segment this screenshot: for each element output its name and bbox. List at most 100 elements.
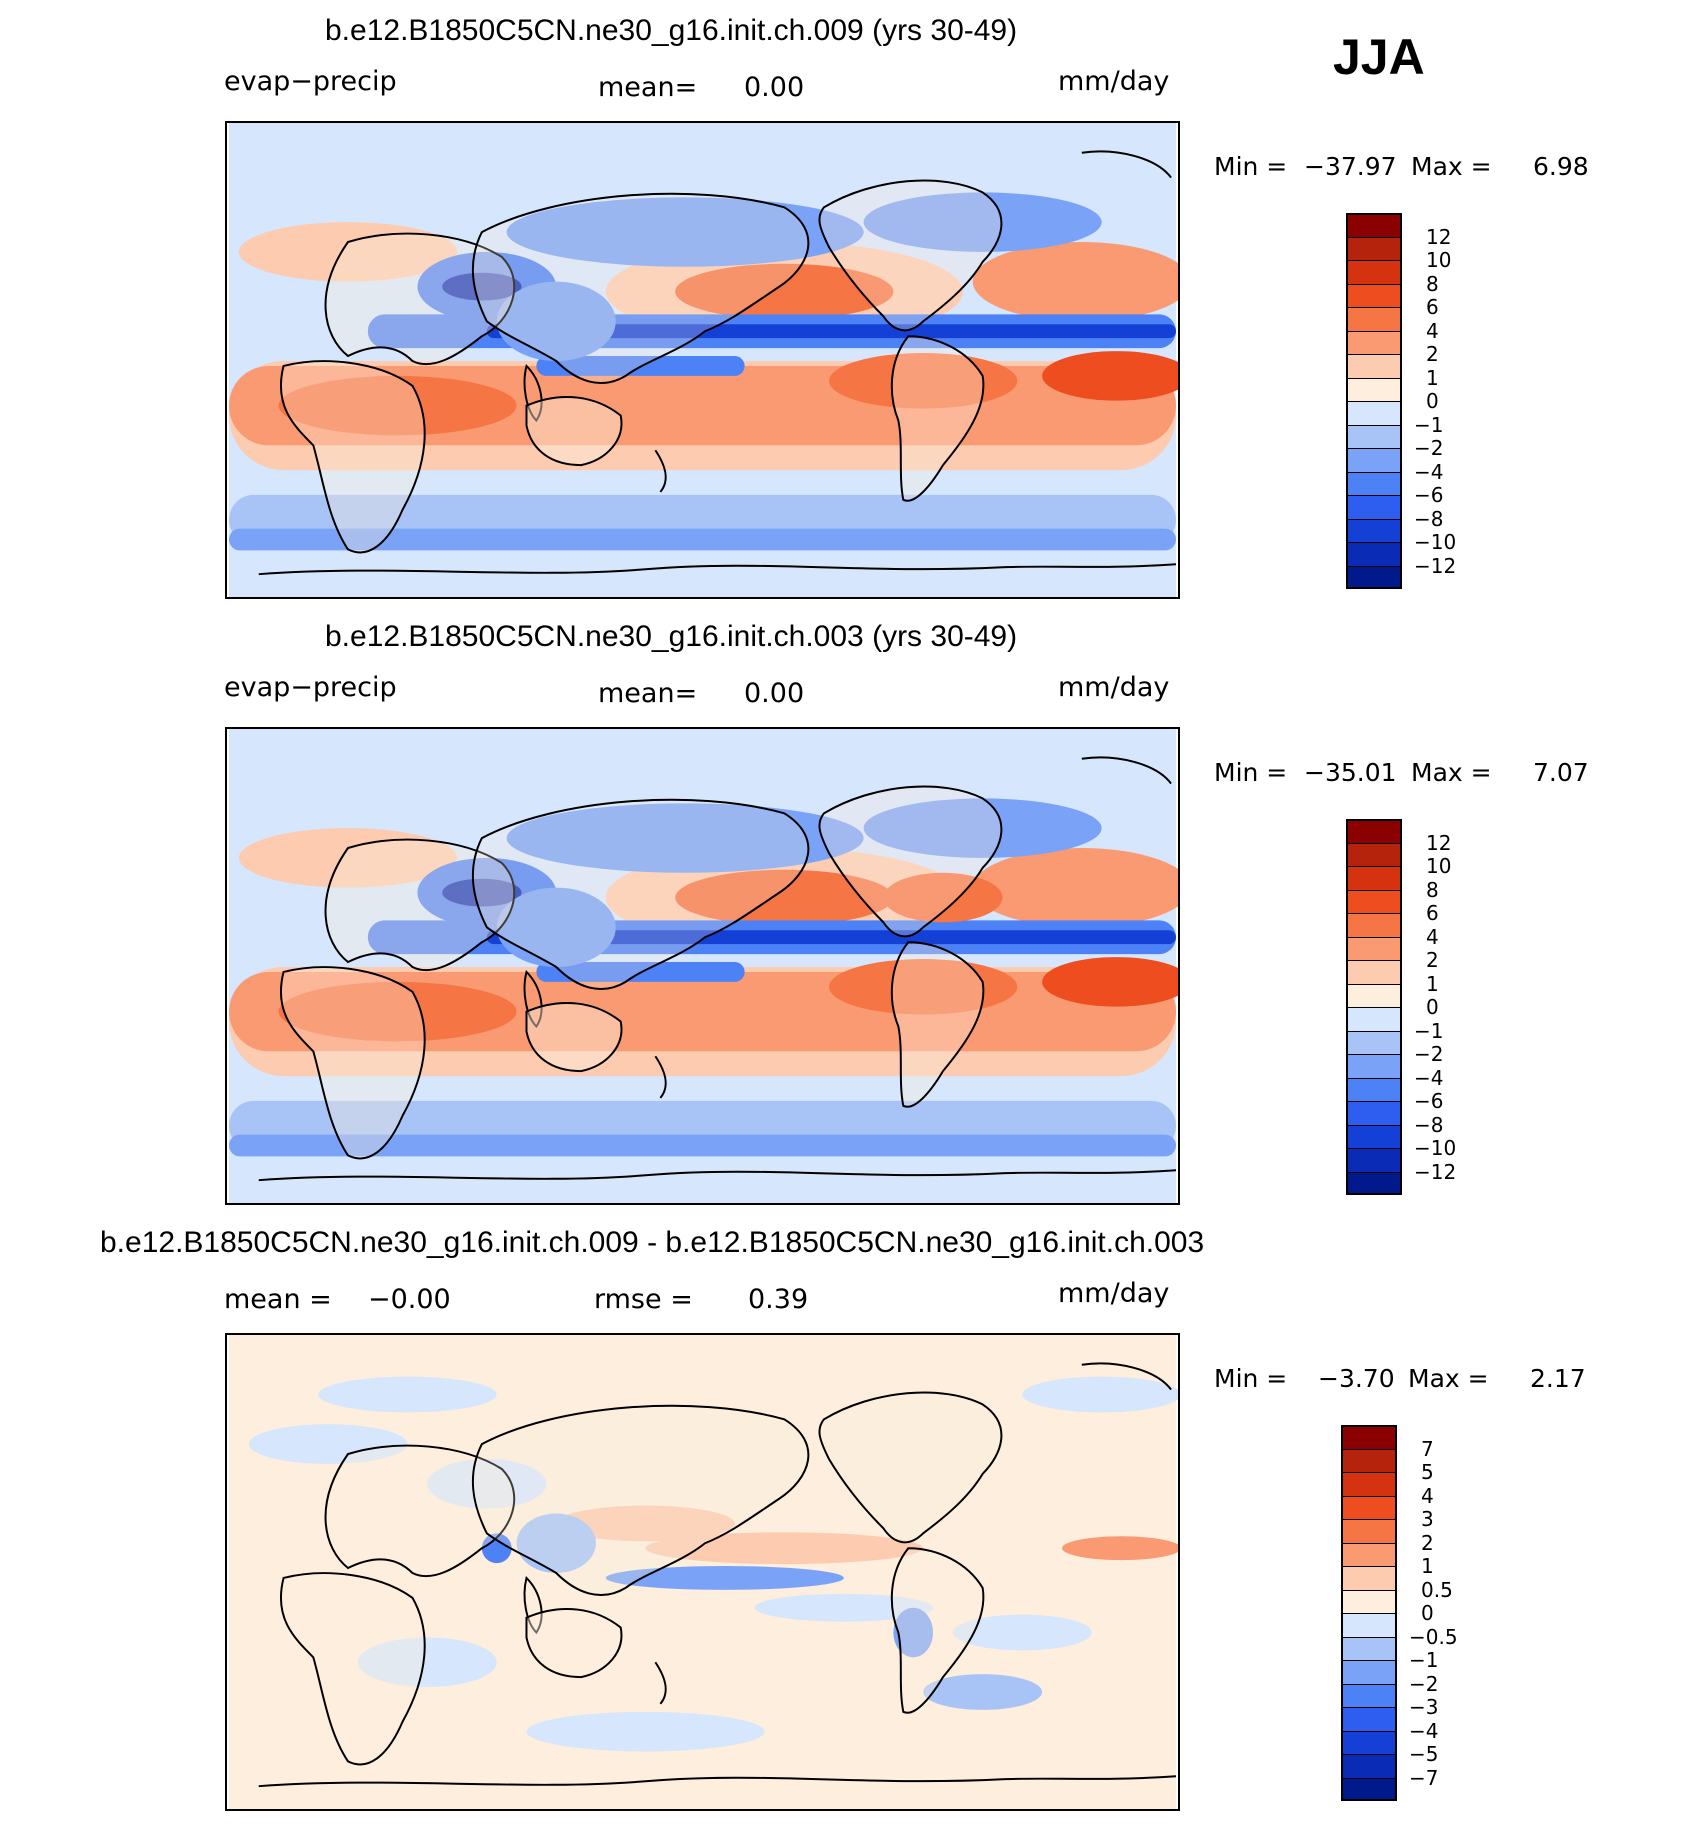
coastline-india	[523, 1576, 543, 1635]
colorbar-tick-label: 4	[1421, 1483, 1434, 1508]
colorbar-tick-label: 6	[1426, 295, 1439, 319]
difference-anomaly	[526, 1711, 765, 1752]
colorbar-tick-label: −2	[1414, 436, 1444, 460]
colorbar-swatch	[1346, 377, 1402, 401]
difference-anomaly	[754, 1593, 934, 1622]
coastline-australia	[525, 1608, 623, 1679]
map-field-svg	[228, 729, 1178, 1203]
north-pacific-core	[675, 869, 894, 926]
colorbar-tick-label: 10	[1426, 854, 1452, 878]
colorbar-tick-label: −1	[1414, 412, 1444, 437]
colorbar-tick-label: 6	[1426, 901, 1439, 925]
coastline-arctic	[1081, 756, 1172, 785]
panel3-title: b.e12.B1850C5CN.ne30_g16.init.ch.009 - b…	[100, 1226, 1205, 1259]
colorbar-swatch	[1341, 1472, 1397, 1496]
coastline-africa	[279, 966, 426, 1160]
colorbar-swatch	[1346, 866, 1402, 890]
colorbar-swatch	[1346, 542, 1402, 566]
colorbar-tick-label: −4	[1409, 1718, 1439, 1743]
map-field-svg	[228, 1335, 1178, 1809]
colorbar-swatch	[1341, 1707, 1397, 1731]
colorbar-swatch	[1341, 1730, 1397, 1754]
coastline-new-zealand	[654, 1661, 667, 1705]
colorbar-tick-label: −3	[1409, 1695, 1439, 1719]
colorbar-swatch	[1346, 518, 1402, 542]
colorbar-swatch	[1346, 913, 1402, 937]
coastline-antarctica	[258, 1169, 1177, 1182]
colorbar-tick-label: −12	[1414, 553, 1457, 578]
difference-anomaly	[248, 1424, 408, 1464]
colorbar-tick-label: −8	[1414, 506, 1444, 531]
sahara-band	[238, 222, 458, 282]
bay-of-bengal-max	[442, 878, 522, 907]
coastline-europe	[324, 232, 516, 366]
coastline-antarctica	[258, 563, 1177, 576]
colorbar-frame	[1346, 819, 1402, 1195]
coastline-south-america	[890, 1547, 985, 1714]
colorbar-swatch	[1346, 565, 1402, 589]
panel3-max-value: 2.17	[1530, 1364, 1586, 1393]
coastline-new-zealand	[654, 1055, 667, 1099]
panel2-max-label: Max =	[1411, 758, 1492, 787]
difference-anomaly	[923, 1674, 1043, 1710]
panel3-rmse-label: rmse =	[594, 1284, 693, 1315]
panel1-max-value: 6.98	[1533, 152, 1589, 181]
sahara-band	[238, 828, 458, 888]
colorbar-tick-label: 12	[1426, 830, 1452, 855]
se-pacific-high	[828, 353, 1018, 409]
panel3-max-label: Max =	[1408, 1364, 1489, 1393]
panel3-mean-label: mean =	[224, 1284, 332, 1315]
panel1-mean-label: mean=	[598, 72, 698, 103]
colorbar-swatch	[1346, 213, 1402, 237]
coastline-australia	[525, 396, 623, 467]
difference-anomaly	[952, 1614, 1092, 1651]
colorbar-swatch	[1346, 842, 1402, 866]
north-atlantic-high	[972, 848, 1178, 928]
colorbar-swatch	[1346, 1124, 1402, 1148]
colorbar-swatch	[1346, 936, 1402, 960]
colorbar-tick-label: 7	[1421, 1436, 1434, 1461]
season-label: JJA	[1333, 29, 1425, 85]
coastline-asia	[471, 192, 810, 384]
colorbar-swatch	[1341, 1519, 1397, 1543]
colorbar-tick-label: 1	[1421, 1554, 1434, 1578]
colorbar-tick-label: 4	[1426, 318, 1439, 343]
colorbar-swatch	[1346, 424, 1402, 448]
colorbar-swatch	[1346, 330, 1402, 354]
colorbar-tick-label: 5	[1421, 1460, 1434, 1484]
panel1-min-label: Min =	[1214, 152, 1288, 181]
panel2-mean-label: mean=	[598, 678, 698, 709]
north-atlantic-high	[972, 242, 1178, 322]
colorbar-swatch	[1346, 960, 1402, 984]
colorbar-tick-label: 0	[1426, 389, 1439, 413]
colorbar-tick-label: 10	[1426, 248, 1452, 272]
colorbar-tick-label: 2	[1421, 1530, 1434, 1555]
panel1-colorbar: 12 10 8 6 4 2 1 0 −1 −2 −4 −6 −8 −10 −12	[1346, 213, 1456, 589]
panel3-min-label: Min =	[1214, 1364, 1288, 1393]
colorbar-swatch	[1341, 1425, 1397, 1449]
colorbar-swatch	[1346, 1030, 1402, 1054]
colorbar-tick-label: −4	[1414, 459, 1444, 484]
panel3-min-value: −3.70	[1318, 1364, 1395, 1393]
difference-anomaly	[427, 1458, 547, 1509]
indian-ocean-high	[278, 375, 517, 436]
difference-anomaly	[1022, 1376, 1178, 1413]
panel3-colorbar: 7 5 4 3 2 1 0.5 0 −0.5 −1 −2 −3 −4 −5 −7	[1341, 1425, 1458, 1801]
coastline-north-america	[818, 785, 1003, 938]
difference-anomaly	[645, 1532, 924, 1565]
colorbar-tick-label: −8	[1414, 1112, 1444, 1137]
colorbar-swatch	[1341, 1754, 1397, 1778]
panel1-map	[225, 121, 1180, 599]
coastline-europe	[324, 838, 516, 972]
colorbar-swatch	[1341, 1566, 1397, 1590]
southern-ocean-core	[228, 1134, 1177, 1157]
panel3-mean-value: −0.00	[368, 1284, 451, 1315]
colorbar-swatch	[1346, 495, 1402, 519]
colorbar-tick-label: −10	[1414, 1136, 1457, 1160]
coastline-africa	[279, 360, 426, 554]
coastline-new-zealand	[654, 449, 667, 493]
colorbar-frame	[1346, 213, 1402, 589]
colorbar-tick-label: 8	[1426, 271, 1439, 296]
panel2-max-value: 7.07	[1533, 758, 1589, 787]
difference-anomaly	[516, 1513, 596, 1573]
